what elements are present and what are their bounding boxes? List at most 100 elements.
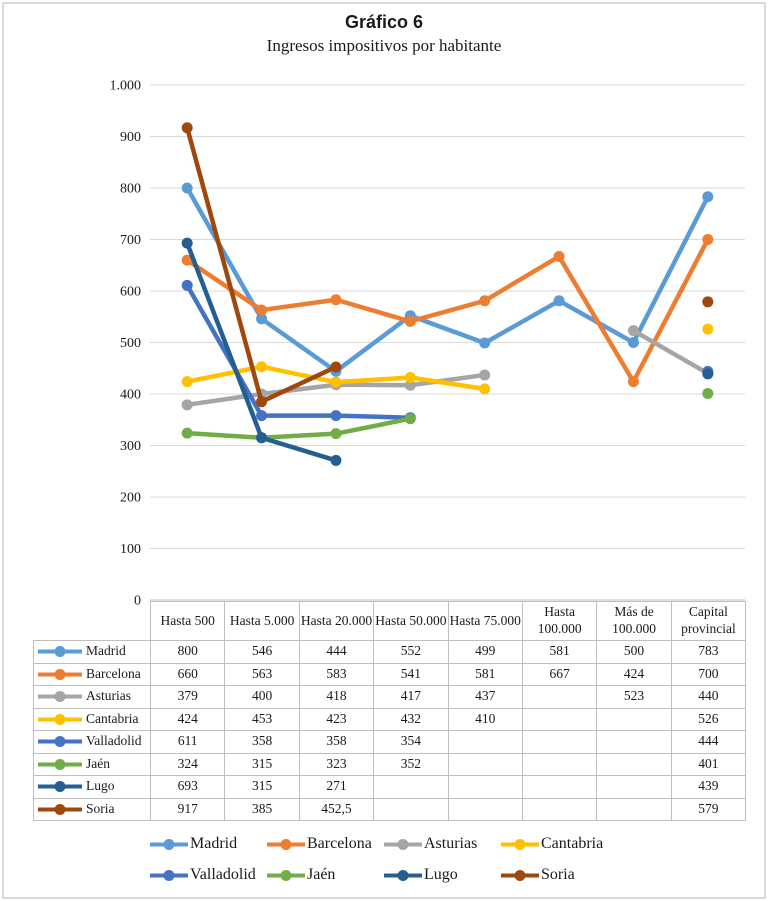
table-cell-asturias-5 [521, 685, 598, 709]
data-point-barcelona-1 [256, 304, 268, 316]
table-cell-valladolid-7: 444 [670, 730, 747, 754]
y-axis-tick-label: 800 [120, 182, 141, 197]
table-cell-soria-2: 452,5 [298, 797, 375, 821]
table-cell-jaen-5 [521, 752, 598, 776]
series-name-cell-soria: Soria [33, 797, 151, 821]
table-cell-lugo-4 [447, 775, 523, 799]
table-cell-barcelona-5: 667 [521, 662, 598, 686]
series-key-icon-soria [38, 803, 82, 815]
table-row-lugo: Lugo 693 315 271 439 [33, 775, 747, 799]
table-cell-asturias-1: 400 [224, 685, 300, 709]
data-point-cantabria-0 [181, 376, 193, 388]
table-row-soria: Soria 917 385 452,5 579 [33, 797, 747, 821]
legend-label-jaen: Jaén [307, 866, 336, 883]
table-cell-barcelona-4: 581 [447, 662, 523, 686]
table-cell-valladolid-4 [447, 730, 523, 754]
y-axis-tick-label: 500 [120, 336, 141, 351]
table-cell-soria-5 [521, 797, 598, 821]
series-name-cell-barcelona: Barcelona [33, 662, 151, 686]
table-cell-cantabria-5 [521, 707, 598, 731]
table-cell-jaen-1: 315 [224, 752, 300, 776]
table-cell-madrid-5: 581 [521, 640, 598, 664]
series-name-cell-madrid: Madrid [33, 640, 151, 664]
table-cell-asturias-2: 418 [298, 685, 375, 709]
data-point-cantabria-7 [702, 323, 714, 335]
table-cell-valladolid-1: 358 [224, 730, 300, 754]
series-name-label: Cantabria [86, 710, 139, 726]
data-point-barcelona-6 [627, 376, 639, 388]
table-cell-valladolid-3: 354 [373, 730, 449, 754]
table-cell-valladolid-6 [596, 730, 672, 754]
legend-key-icon-madrid [150, 838, 188, 850]
table-cell-jaen-3: 352 [373, 752, 449, 776]
data-point-madrid-1 [256, 313, 268, 325]
series-name-label: Soria [86, 800, 115, 816]
series-key-icon-barcelona [38, 668, 82, 680]
data-point-lugo-1 [256, 432, 268, 444]
data-point-jaen-0 [181, 427, 193, 439]
y-axis-tick-label: 900 [120, 130, 141, 145]
chart-data-table: Hasta 500 Hasta 5.000 Hasta 20.000 Hasta 50… [33, 601, 747, 821]
table-cell-valladolid-2: 358 [298, 730, 375, 754]
table-cell-lugo-5 [521, 775, 598, 799]
data-point-barcelona-2 [330, 294, 342, 306]
legend-item-cantabria: Cantabria [501, 833, 618, 855]
data-point-valladolid-0 [181, 279, 193, 291]
table-cell-jaen-7: 401 [670, 752, 747, 776]
table-row-madrid: Madrid 800 546 444 552 499 581 500 783 [33, 640, 747, 664]
legend-key-icon-asturias [384, 838, 422, 850]
legend-label-cantabria: Cantabria [541, 835, 604, 852]
legend-item-jaen: Jaén [267, 864, 384, 886]
series-name-label: Madrid [86, 643, 126, 659]
table-cell-cantabria-4: 410 [447, 707, 523, 731]
series-name-cell-cantabria: Cantabria [33, 707, 151, 731]
table-cell-soria-4 [447, 797, 523, 821]
table-cell-soria-3 [373, 797, 449, 821]
table-cell-madrid-1: 546 [224, 640, 300, 664]
series-line-soria [184, 125, 339, 404]
chart-title: Gráfico 6 [344, 12, 424, 32]
data-point-jaen-3 [404, 413, 416, 425]
table-cell-madrid-0: 800 [149, 640, 226, 664]
legend-label-madrid: Madrid [190, 835, 238, 852]
table-cell-cantabria-2: 423 [298, 707, 375, 731]
series-key-icon-lugo [38, 781, 82, 793]
table-cell-madrid-4: 499 [447, 640, 523, 664]
data-point-jaen-2 [330, 428, 342, 440]
table-cell-barcelona-6: 424 [596, 662, 672, 686]
legend-key-icon-soria [501, 869, 539, 881]
table-row-barcelona: Barcelona 660 563 583 541 581 667 424 700 [33, 662, 747, 686]
table-cell-asturias-3: 417 [373, 685, 449, 709]
table-row-asturias: Asturias 379 400 418 417 437 523 440 [33, 685, 747, 709]
table-col-header-3: Hasta 50.000 [373, 601, 449, 641]
series-name-cell-lugo: Lugo [33, 775, 151, 799]
table-cell-jaen-6 [596, 752, 672, 776]
table-col-header-5: Hasta 100.000 [521, 601, 598, 641]
table-cell-jaen-0: 324 [149, 752, 226, 776]
legend-item-soria: Soria [501, 864, 618, 886]
legend-key-icon-barcelona [267, 838, 305, 850]
table-cell-asturias-6: 523 [596, 685, 672, 709]
data-point-lugo-7 [702, 368, 714, 380]
legend-item-asturias: Asturias [384, 833, 501, 855]
chart-subtitle: Ingresos impositivos por habitante [266, 36, 502, 55]
data-point-madrid-7 [702, 191, 714, 203]
data-point-soria-1 [256, 396, 268, 408]
series-name-label: Jaén [86, 755, 110, 771]
table-cell-cantabria-6 [596, 707, 672, 731]
data-point-valladolid-2 [330, 410, 342, 422]
table-cell-soria-0: 917 [149, 797, 226, 821]
table-cell-lugo-2: 271 [298, 775, 375, 799]
data-point-soria-7 [702, 296, 714, 308]
legend-key-icon-cantabria [501, 838, 539, 850]
series-key-icon-asturias [38, 691, 82, 703]
table-cell-barcelona-2: 583 [298, 662, 375, 686]
series-name-label: Valladolid [86, 733, 142, 749]
data-point-barcelona-0 [181, 254, 193, 266]
table-col-header-7: Capital provincial [670, 601, 747, 641]
series-name-label: Lugo [86, 778, 115, 794]
table-cell-barcelona-7: 700 [670, 662, 747, 686]
table-cell-lugo-7: 439 [670, 775, 747, 799]
y-axis-tick-label: 600 [120, 285, 141, 300]
data-point-asturias-3 [404, 379, 416, 391]
